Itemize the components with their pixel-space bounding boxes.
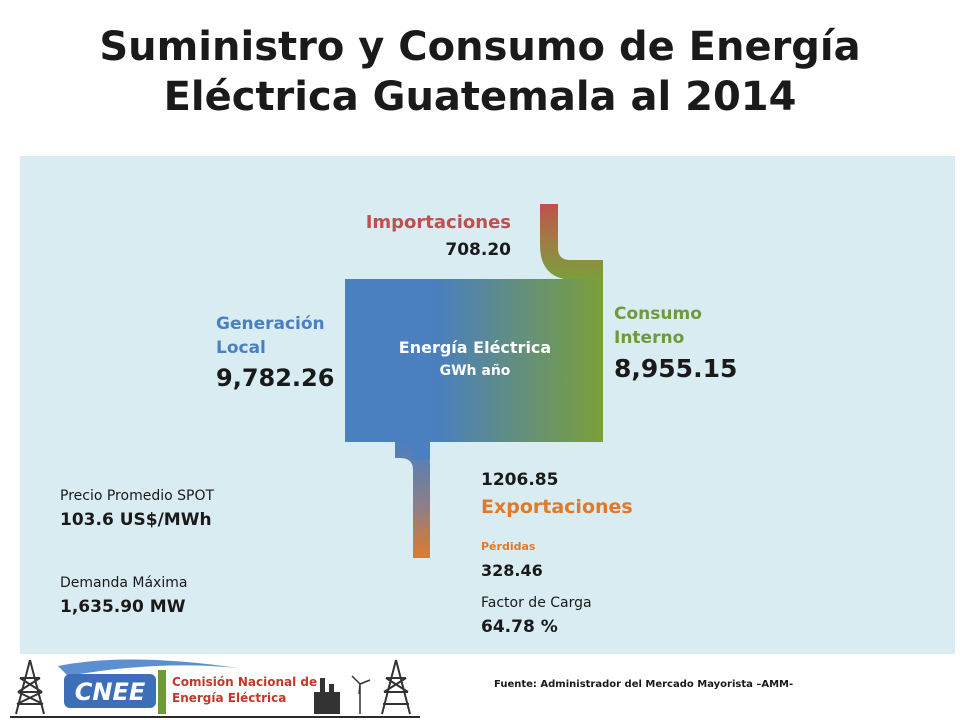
consumption-label-2: Interno	[614, 328, 685, 348]
consumption-label-1: Consumo	[614, 304, 702, 324]
exports-label: Exportaciones	[481, 496, 633, 518]
max-demand-value: 1,635.90 MW	[60, 597, 186, 617]
transmission-tower-icon-2	[381, 659, 411, 715]
page-title: Suministro y Consumo de Energía Eléctric…	[0, 22, 960, 122]
spot-price-label: Precio Promedio SPOT	[60, 488, 215, 504]
generation-label-1: Generación	[216, 314, 325, 334]
consumption-value: 8,955.15	[614, 354, 738, 383]
exports-value: 1206.85	[481, 470, 559, 490]
logo-line-1: Comisión Nacional de	[172, 675, 317, 689]
logo-acronym: CNEE	[75, 678, 146, 706]
center-label-unit: GWh año	[439, 363, 511, 379]
source-note: Fuente: Administrador del Mercado Mayori…	[494, 679, 794, 690]
exports-flow	[395, 440, 430, 558]
footer-divider	[10, 716, 420, 718]
load-factor-value: 64.78 %	[481, 617, 558, 637]
cnee-logo: CNEE Comisión Nacional de Energía Eléctr…	[15, 659, 411, 715]
logo-line-2: Energía Eléctrica	[172, 691, 286, 705]
generation-label-2: Local	[216, 338, 266, 358]
load-factor-label: Factor de Carga	[481, 595, 592, 611]
title-line-2: Eléctrica Guatemala al 2014	[163, 74, 797, 120]
generation-value: 9,782.26	[216, 364, 335, 392]
imports-label: Importaciones	[365, 212, 511, 233]
center-label: Energía Eléctrica GWh año	[345, 338, 605, 379]
wind-turbine-icon	[351, 675, 371, 714]
center-label-title: Energía Eléctrica	[398, 338, 552, 357]
logo-badge	[64, 674, 156, 708]
imports-flow	[540, 204, 603, 280]
transmission-tower-icon	[15, 659, 45, 715]
logo-swoosh	[58, 659, 238, 676]
factory-icon	[314, 678, 340, 714]
title-line-1: Suministro y Consumo de Energía	[99, 24, 861, 70]
losses-label: Pérdidas	[481, 540, 536, 553]
spot-price-value: 103.6 US$/MWh	[60, 510, 212, 530]
losses-value: 328.46	[481, 561, 543, 580]
max-demand-label: Demanda Máxima	[60, 575, 188, 591]
imports-value: 708.20	[445, 240, 511, 260]
